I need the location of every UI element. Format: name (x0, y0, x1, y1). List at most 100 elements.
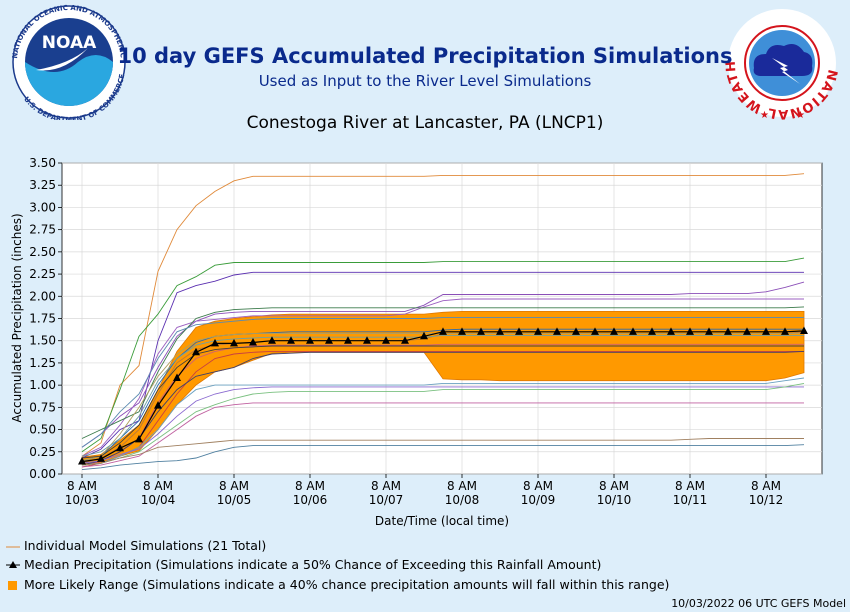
y-tick-label: 2.00 (29, 289, 56, 303)
legend-line-swatch (6, 539, 20, 554)
individual-simulation-line (81, 271, 804, 459)
median-point (667, 327, 675, 335)
legend-median: Median Precipitation (Simulations indica… (6, 557, 601, 573)
legend-range: More Likely Range (Simulations indicate … (6, 577, 669, 593)
median-point (363, 336, 371, 344)
median-point (515, 327, 523, 335)
median-point (78, 457, 86, 465)
y-tick-label: 0.50 (29, 423, 56, 437)
individual-simulation-line (81, 350, 804, 468)
x-tick-label-time: 8 AM (67, 479, 97, 493)
x-tick-label-date: 10/09 (521, 493, 556, 507)
legend-individual-label: Individual Model Simulations (21 Total) (24, 538, 267, 553)
x-tick-label-date: 10/12 (749, 493, 784, 507)
x-tick-label-time: 8 AM (675, 479, 705, 493)
median-point (97, 454, 105, 462)
nws-logo: NATIONAL WEATHER SERVICE ★ ★ (722, 6, 839, 120)
median-point (116, 443, 124, 452)
median-point (781, 327, 789, 335)
station-title: Conestoga River at Lancaster, PA (LNCP1) (246, 113, 604, 133)
median-point (724, 327, 732, 335)
x-tick-label-time: 8 AM (295, 479, 325, 493)
y-tick-label: 1.50 (29, 334, 56, 348)
precipitation-chart: 0.00 0.25 0.50 0.75 1.00 1.25 1.50 1.75 2.00 2.25… (10, 156, 823, 528)
individual-simulation-line (81, 382, 805, 466)
median-point (192, 347, 200, 356)
y-tick-label: 2.50 (29, 245, 56, 259)
median-point (306, 336, 314, 344)
median-point (743, 327, 751, 335)
median-point (401, 336, 409, 344)
median-point (534, 327, 542, 335)
individual-simulation-line (81, 350, 805, 466)
x-axis-label: Date/Time (local time) (375, 514, 509, 528)
individual-simulation-line (81, 402, 804, 468)
median-point (686, 327, 694, 335)
individual-simulation-line (81, 386, 804, 464)
individual-simulation-line (81, 444, 805, 471)
model-run-footer: 10/03/2022 06 UTC GEFS Model (671, 597, 846, 610)
individual-simulation-line (81, 334, 804, 457)
median-point (325, 336, 333, 344)
x-tick-label-time: 8 AM (219, 479, 249, 493)
median-point (268, 336, 276, 344)
median-point (553, 327, 561, 335)
individual-simulation-line (81, 345, 804, 459)
y-tick-label: 0.75 (29, 400, 56, 414)
y-tick-label: 2.25 (29, 267, 56, 281)
median-point (287, 336, 295, 344)
median-point (382, 336, 390, 344)
individual-simulations (81, 173, 805, 471)
noaa-logo-text: NOAA (42, 33, 97, 53)
svg-text:★: ★ (796, 110, 805, 120)
median-point (249, 337, 257, 346)
median-point (572, 327, 580, 335)
median-point (211, 338, 219, 347)
individual-simulation-line (81, 257, 805, 453)
median-point (344, 336, 352, 344)
y-tick-label: 0.00 (29, 467, 56, 481)
median-point (762, 327, 770, 335)
median-point (154, 401, 162, 409)
individual-simulation-line (81, 281, 805, 448)
page-subtitle: Used as Input to the River Level Simulat… (258, 72, 592, 90)
x-tick-label-date: 10/04 (141, 493, 176, 507)
median-point (705, 327, 713, 335)
noaa-logo: NATIONAL OCEANIC AND ATMOSPHERIC ADMINIS… (8, 4, 127, 120)
x-tick-label-date: 10/11 (673, 493, 708, 507)
x-tick-label-time: 8 AM (523, 479, 553, 493)
y-tick-label: 1.75 (29, 312, 56, 326)
y-tick-label: 2.75 (29, 223, 56, 237)
individual-simulation-line (81, 173, 805, 457)
x-tick-label-date: 10/10 (597, 493, 632, 507)
x-tick-label-date: 10/08 (445, 493, 480, 507)
y-tick-label: 1.00 (29, 378, 56, 392)
y-tick-label: 3.00 (29, 200, 56, 214)
legend-individual: Individual Model Simulations (21 Total) (6, 538, 266, 554)
svg-text:★: ★ (760, 110, 769, 120)
individual-simulation-line (81, 438, 804, 466)
median-point (800, 326, 808, 334)
median-point (135, 434, 143, 443)
median-point (610, 327, 618, 335)
x-tick-label-time: 8 AM (599, 479, 629, 493)
individual-simulation-line (81, 317, 804, 448)
legend-range-swatch (6, 578, 20, 593)
median-point (439, 327, 447, 335)
individual-simulation-line (81, 298, 804, 457)
y-axis-label: Accumulated Precipitation (inches) (10, 213, 24, 422)
x-tick-label-time: 8 AM (751, 479, 781, 493)
x-tick-label-date: 10/05 (217, 493, 252, 507)
y-tick-label: 0.25 (29, 445, 56, 459)
median-point (173, 373, 181, 382)
median-point (458, 327, 466, 335)
individual-simulation-line (81, 306, 805, 439)
individual-simulation-line (81, 343, 804, 466)
page-title: 10 day GEFS Accumulated Precipitation Si… (117, 44, 733, 68)
median-point (477, 327, 485, 335)
x-tick-label-date: 10/06 (293, 493, 328, 507)
median-series (78, 326, 808, 465)
legend-median-swatch (6, 558, 20, 573)
median-point (591, 327, 599, 335)
